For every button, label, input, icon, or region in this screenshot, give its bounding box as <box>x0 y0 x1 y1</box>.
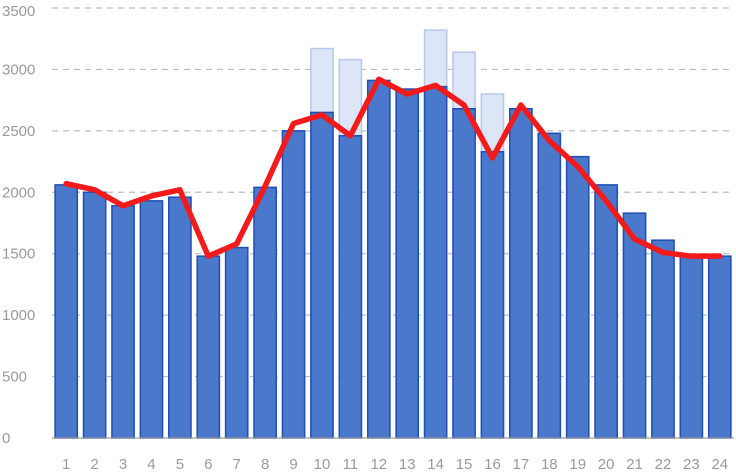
x-tick-label: 7 <box>233 456 241 472</box>
x-tick-label: 10 <box>314 456 331 472</box>
x-tick-label: 1 <box>62 456 70 472</box>
y-tick-label: 1000 <box>2 307 35 324</box>
line-series <box>63 76 723 259</box>
bar <box>54 184 79 439</box>
bar <box>565 155 590 439</box>
x-tick-label: 21 <box>626 456 643 472</box>
y-tick-label: 0 <box>2 430 10 447</box>
x-tick-label: 17 <box>513 456 530 472</box>
x-tick-label: 9 <box>289 456 297 472</box>
bar <box>139 200 164 439</box>
bar <box>224 246 249 439</box>
x-tick-label: 23 <box>683 456 700 472</box>
y-tick-label: 2500 <box>2 123 35 140</box>
x-tick-label: 14 <box>427 456 444 472</box>
bar <box>452 107 476 439</box>
x-tick-label: 12 <box>370 456 387 472</box>
bar <box>395 88 420 439</box>
bar <box>366 79 391 439</box>
x-tick-label: 11 <box>343 456 359 472</box>
bar <box>509 107 533 439</box>
x-tick-label: 8 <box>261 456 269 472</box>
y-tick-label: 1500 <box>2 246 35 263</box>
bar <box>651 239 675 439</box>
bar <box>111 205 135 439</box>
bar <box>281 130 306 439</box>
x-tick-label: 6 <box>204 456 212 472</box>
y-tick-label: 500 <box>2 369 27 386</box>
bar <box>537 132 562 439</box>
bar <box>480 150 505 439</box>
series-line <box>63 76 723 259</box>
bar <box>594 184 618 439</box>
y-tick-label: 2000 <box>2 184 35 201</box>
foreground-bar-series <box>54 79 732 439</box>
bar <box>196 255 221 439</box>
x-tick-label: 15 <box>456 456 473 472</box>
bar <box>82 191 107 439</box>
bar <box>707 255 732 439</box>
x-tick-label: 3 <box>119 456 127 472</box>
y-tick-label: 3000 <box>2 61 35 78</box>
x-tick-label: 22 <box>655 456 672 472</box>
bar <box>679 254 704 439</box>
bar <box>168 196 192 439</box>
x-tick-label: 5 <box>176 456 184 472</box>
x-tick-label: 18 <box>541 456 558 472</box>
x-tick-label: 20 <box>598 456 615 472</box>
x-tick-label: 2 <box>90 456 98 472</box>
bar <box>622 212 647 439</box>
bar <box>338 135 363 439</box>
y-tick-label: 3500 <box>2 3 35 20</box>
x-tick-label: 16 <box>484 456 501 472</box>
x-tick-label: 4 <box>147 456 155 472</box>
bar <box>423 85 448 439</box>
bar <box>310 111 334 439</box>
bar <box>253 186 277 439</box>
x-tick-label: 13 <box>399 456 416 472</box>
x-tick-label: 24 <box>711 456 728 472</box>
x-tick-label: 19 <box>569 456 586 472</box>
